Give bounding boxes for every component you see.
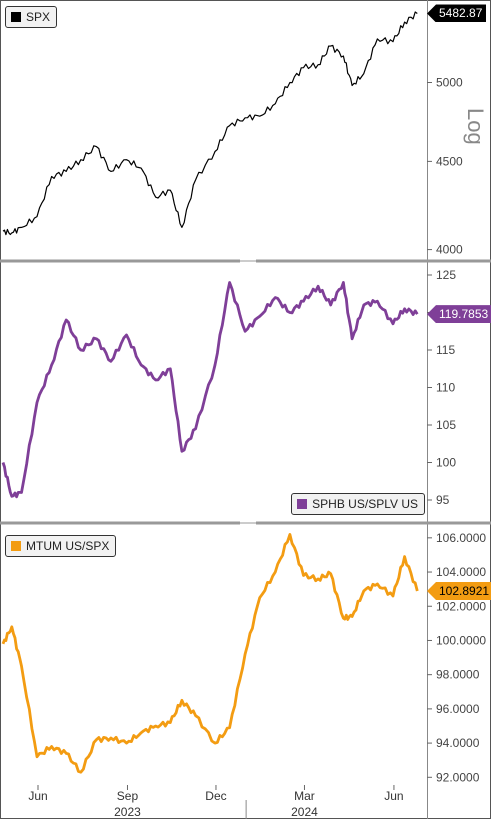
y-tick-label: 4000 xyxy=(436,243,463,257)
x-year-label: 2023 xyxy=(114,805,141,819)
legend-label: SPHB US/SPLV US xyxy=(312,497,418,511)
series-line-ratio-panel xyxy=(1,281,419,499)
series-line-momentum-panel xyxy=(1,533,419,774)
y-tick-label: 105 xyxy=(436,418,456,432)
x-year-label: 2024 xyxy=(291,805,318,819)
y-tick-label: 125 xyxy=(436,268,456,282)
y-tick-label: 98.0000 xyxy=(436,668,480,682)
y-tick-label: 102.0000 xyxy=(436,599,486,613)
x-tick-label: Sep xyxy=(117,789,139,803)
series-line-price-panel xyxy=(2,11,418,236)
log-scale-label: Log xyxy=(463,108,488,145)
y-tick-label: 4500 xyxy=(436,154,463,168)
legend-swatch xyxy=(11,12,21,22)
last-value-tag-sphb-splv: 119.7853 xyxy=(427,305,491,324)
y-tick-label: 94.0000 xyxy=(436,736,480,750)
y-tick-label: 115 xyxy=(436,343,455,357)
legend-label: SPX xyxy=(26,10,51,24)
x-tick-label: Jun xyxy=(384,789,403,803)
y-tick-label: 5000 xyxy=(436,75,463,89)
y-tick-label: 95 xyxy=(436,493,450,507)
legend-mtum-spx: MTUM US/SPX xyxy=(5,535,117,557)
legend-swatch xyxy=(297,499,308,509)
x-tick-label: Dec xyxy=(205,789,226,803)
legend-label: MTUM US/SPX xyxy=(26,539,110,553)
y-tick-label: 92.0000 xyxy=(436,770,480,784)
legend-sphb-splv: SPHB US/SPLV US xyxy=(291,493,425,515)
y-tick-label: 100.0000 xyxy=(436,633,486,647)
y-tick-label: 100 xyxy=(436,456,456,470)
y-tick-label: 110 xyxy=(436,381,455,395)
legend-swatch xyxy=(11,541,21,551)
last-value-tag-spx: 5482.87 xyxy=(427,4,487,23)
y-tick-label: 96.0000 xyxy=(436,702,480,716)
x-tick-label: Mar xyxy=(294,789,315,803)
y-tick-label: 104.0000 xyxy=(436,565,486,579)
x-tick-label: Jun xyxy=(28,789,47,803)
legend-spx: SPX xyxy=(5,6,58,28)
last-value-tag-mtum-spx: 102.8921 xyxy=(427,581,491,600)
y-tick-label: 106.0000 xyxy=(436,531,486,545)
